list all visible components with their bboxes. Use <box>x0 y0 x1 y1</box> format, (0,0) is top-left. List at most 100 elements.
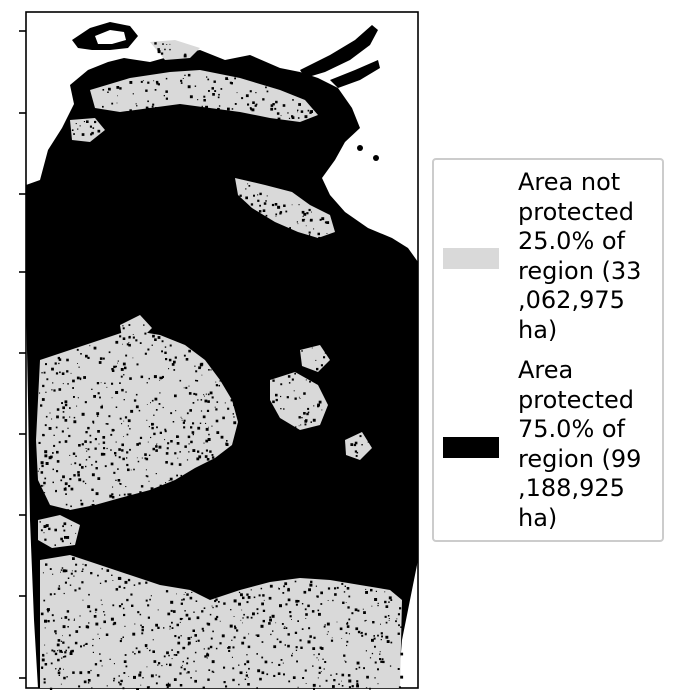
map-speckle <box>309 583 313 587</box>
map-speckle <box>238 664 240 666</box>
map-speckle <box>232 646 235 649</box>
map-speckle <box>234 627 237 630</box>
map-speckle <box>90 669 92 672</box>
map-speckle <box>44 538 47 541</box>
map-speckle <box>367 441 369 443</box>
map-speckle <box>178 463 182 466</box>
map-speckle <box>289 615 292 618</box>
map-speckle <box>95 460 98 463</box>
map-speckle <box>61 540 64 543</box>
map-speckle <box>348 679 352 683</box>
map-speckle <box>318 236 321 240</box>
map-speckle <box>180 82 183 84</box>
map-speckle <box>278 588 280 590</box>
map-speckle <box>308 627 311 630</box>
map-speckle <box>126 598 129 602</box>
map-speckle <box>108 415 111 418</box>
map-speckle <box>56 415 59 419</box>
map-speckle <box>333 679 336 682</box>
map-speckle <box>246 616 249 619</box>
map-speckle <box>55 426 58 429</box>
y-axis-ticks <box>19 30 26 679</box>
map-speckle <box>212 661 214 663</box>
map-speckle <box>262 609 266 612</box>
map-speckle <box>379 653 381 655</box>
map-speckle <box>116 102 118 104</box>
map-speckle <box>323 625 326 628</box>
map-speckle <box>201 452 204 455</box>
map-speckle <box>124 366 126 369</box>
map-speckle <box>78 444 81 447</box>
map-speckle <box>57 658 60 662</box>
map-speckle <box>164 48 166 51</box>
map-speckle <box>115 365 117 368</box>
map-speckle <box>180 635 182 637</box>
map-speckle <box>101 604 103 606</box>
map-speckle <box>128 676 130 677</box>
map-speckle <box>123 613 126 617</box>
map-speckle <box>189 95 193 99</box>
map-speckle <box>190 677 192 679</box>
map-speckle <box>104 465 107 468</box>
map-speckle <box>119 87 122 90</box>
map-speckle <box>319 218 322 221</box>
map-speckle <box>94 120 97 124</box>
map-speckle <box>375 590 377 592</box>
map-speckle <box>195 370 198 373</box>
map-speckle <box>285 603 288 606</box>
map-speckle <box>199 363 203 367</box>
map-speckle <box>206 657 208 659</box>
map-speckle <box>117 95 118 97</box>
map-speckle <box>246 660 250 664</box>
map-speckle <box>145 599 148 602</box>
map-speckle <box>49 687 53 690</box>
map-speckle <box>177 641 181 645</box>
map-speckle <box>100 452 104 456</box>
map-speckle <box>400 652 404 656</box>
map-speckle <box>338 683 340 685</box>
map-speckle <box>70 463 72 465</box>
map-speckle <box>88 622 90 624</box>
map-speckle <box>396 618 398 620</box>
map-speckle <box>125 354 128 357</box>
map-speckle <box>113 677 116 680</box>
map-speckle <box>229 624 233 628</box>
map-speckle <box>53 434 55 436</box>
map-speckle <box>96 415 99 417</box>
map-speckle <box>347 606 350 609</box>
map-speckle <box>287 644 290 648</box>
map-speckle <box>168 358 172 362</box>
map-speckle <box>67 427 69 429</box>
map-speckle <box>146 686 150 689</box>
map-speckle <box>106 447 108 450</box>
map-speckle <box>121 443 124 447</box>
map-speckle <box>57 650 59 652</box>
map-speckle <box>133 675 136 679</box>
map-speckle <box>87 605 91 609</box>
map-speckle <box>180 79 183 82</box>
map-speckle <box>145 89 148 92</box>
map-speckle <box>55 372 59 375</box>
map-speckle <box>155 473 157 475</box>
map-speckle <box>41 658 45 662</box>
map-speckle <box>190 440 193 444</box>
map-speckle <box>195 379 197 382</box>
map-speckle <box>99 582 102 584</box>
map-speckle <box>250 616 253 619</box>
map-speckle <box>186 657 189 660</box>
map-speckle <box>400 626 402 628</box>
map-speckle <box>253 596 256 599</box>
map-speckle <box>228 649 231 652</box>
map-speckle <box>162 43 164 45</box>
map-speckle <box>336 586 339 589</box>
map-speckle <box>179 621 181 623</box>
map-speckle <box>380 639 382 641</box>
map-speckle <box>132 334 134 335</box>
map-speckle <box>158 403 161 405</box>
map-speckle <box>345 632 348 634</box>
map-speckle <box>306 412 309 416</box>
region-protected-area <box>26 50 418 688</box>
map-speckle <box>78 478 82 482</box>
map-speckle <box>43 678 46 681</box>
map-speckle <box>150 487 154 491</box>
